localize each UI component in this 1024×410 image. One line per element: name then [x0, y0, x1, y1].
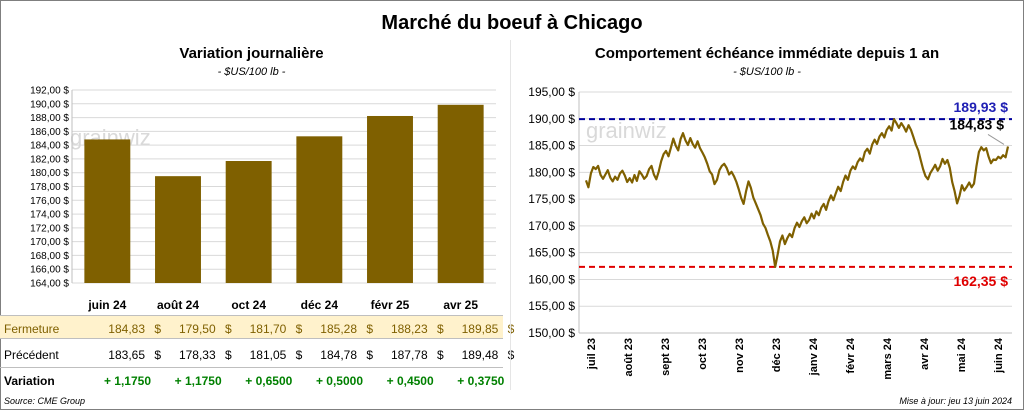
line-xtick-label: août 23: [623, 338, 635, 377]
bar-ytick-label: 178,00 $: [30, 182, 69, 193]
line-xtick-label: déc 23: [771, 338, 783, 372]
left-panel-unit: - $US/100 lb -: [217, 66, 286, 78]
line-xtick-label: sept 23: [660, 338, 672, 376]
line-xtick-label: avr 24: [919, 337, 931, 370]
line-ytick-label: 195,00 $: [528, 85, 575, 99]
line-ytick-label: 170,00 $: [528, 219, 575, 233]
bar-ytick-label: 174,00 $: [30, 210, 69, 221]
line-xtick-label: juil 23: [586, 338, 598, 370]
line-xtick-label: févr 24: [845, 337, 857, 373]
line-xtick-label: nov 23: [734, 338, 746, 373]
bar-ytick-label: 168,00 $: [30, 251, 69, 262]
fermeture-row: Fermeture 184,83 $179,50 $181,70 $185,28 $188…: [0, 315, 514, 339]
low-label: 162,35 $: [954, 273, 1009, 289]
bar-xtick-label: oct 24: [231, 298, 266, 312]
row-label: Précédent: [4, 348, 59, 362]
bar-ytick-label: 180,00 $: [30, 168, 69, 179]
line-ytick-label: 160,00 $: [528, 272, 575, 286]
page-title: Marché du boeuf à Chicago: [381, 12, 643, 34]
bar-xtick-label: févr 25: [371, 298, 410, 312]
update-note: Mise à jour: jeu 13 juin 2024: [899, 396, 1012, 406]
bar-0: [84, 139, 131, 283]
line-ytick-label: 150,00 $: [528, 326, 575, 340]
row-label: Variation: [4, 374, 55, 388]
bar-ytick-label: 190,00 $: [30, 99, 69, 110]
bar-ytick-label: 188,00 $: [30, 113, 69, 124]
line-xtick-label: mai 24: [956, 337, 968, 372]
bar-ytick-label: 186,00 $: [30, 127, 69, 138]
bar-1: [155, 176, 201, 283]
line-xtick-label: oct 23: [697, 338, 709, 370]
left-panel-title: Variation journalière: [179, 45, 324, 62]
bar-ytick-label: 184,00 $: [30, 141, 69, 152]
line-ytick-label: 190,00 $: [528, 112, 575, 126]
panel-divider: [510, 40, 511, 390]
bar-2: [225, 160, 272, 283]
right-panel-unit: - $US/100 lb -: [733, 66, 801, 78]
price-line: [584, 118, 1010, 268]
bar-xtick-label: août 24: [157, 298, 199, 312]
bar-ytick-label: 172,00 $: [30, 223, 69, 234]
bar-ytick-label: 170,00 $: [30, 237, 69, 248]
high-label: 189,93 $: [954, 99, 1009, 115]
line-xtick-label: juin 24: [993, 337, 1005, 374]
bar-ytick-label: 176,00 $: [30, 196, 69, 207]
bar-ytick-label: 164,00 $: [30, 279, 69, 290]
bar-4: [367, 115, 413, 283]
bar-chart: grainwiz 164,00 $166,00 $168,00 $170,00 …: [30, 86, 496, 312]
bar-ytick-label: 182,00 $: [30, 154, 69, 165]
line-ytick-label: 185,00 $: [528, 139, 575, 153]
bar-ytick-label: 166,00 $: [30, 265, 69, 276]
source-note: Source: CME Group: [4, 396, 86, 406]
bar-3: [296, 136, 343, 283]
row-label: Fermeture: [4, 322, 60, 336]
line-ytick-label: 175,00 $: [528, 192, 575, 206]
line-xtick-label: janv 24: [808, 337, 820, 376]
precedent-row: Précédent 183,65 $178,33 $181,05 $184,78 $187…: [4, 348, 514, 362]
last-value-leader: [987, 134, 1005, 145]
bar-5: [437, 104, 484, 283]
watermark-right: grainwiz: [586, 118, 667, 143]
variation-row: Variation + 1,1750 + 1,1750 + 0,6500 + 0,500…: [0, 367, 504, 391]
line-xtick-label: mars 24: [882, 337, 894, 379]
line-ytick-label: 155,00 $: [528, 299, 575, 313]
line-ytick-label: 180,00 $: [528, 165, 575, 179]
bar-xtick-label: juin 24: [87, 298, 126, 312]
last-value-label: 184,83 $: [950, 116, 1005, 132]
bar-xtick-label: avr 25: [443, 298, 478, 312]
bar-ytick-label: 192,00 $: [30, 86, 69, 97]
right-panel-title: Comportement échéance immédiate depuis 1…: [594, 45, 940, 62]
line-ytick-label: 165,00 $: [528, 246, 575, 260]
bar-xtick-label: déc 24: [301, 298, 339, 312]
